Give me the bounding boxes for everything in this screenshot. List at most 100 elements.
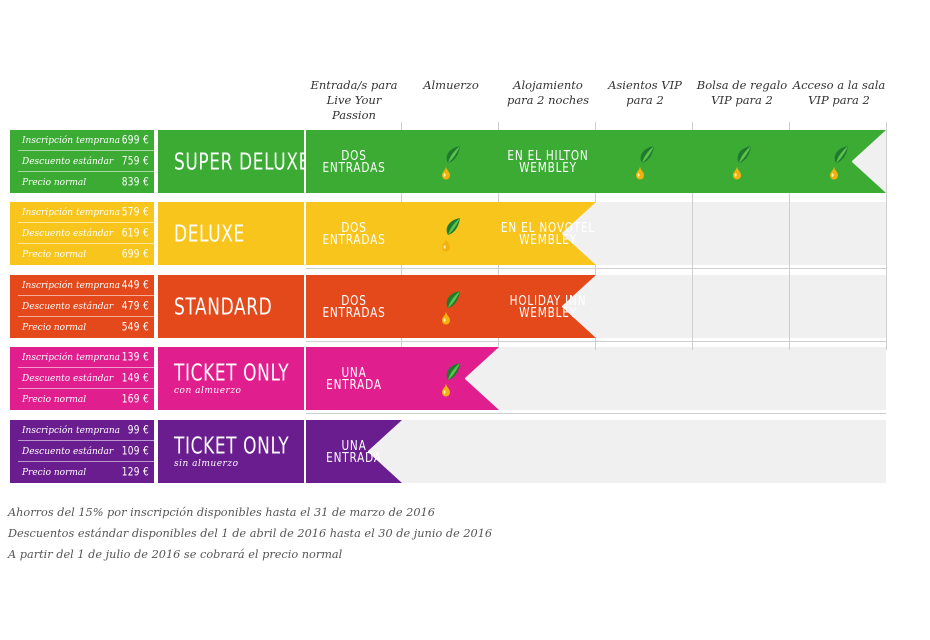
tickets-cell: DOS ENTRADAS [306,202,402,265]
price-block: Inscripción temprana 139 € Descuento están… [10,347,154,410]
tickets-text: DOS [341,219,367,236]
row-divider [306,413,886,414]
ribbon-notch [562,275,596,338]
package-name: TICKET ONLY [174,360,290,387]
package-name-box: STANDARD [158,275,304,338]
hotel-cell: EN EL NOVOTEL WEMBLEY [500,202,596,265]
row-divider [306,341,886,342]
standard-price-row: Descuento estándar 109 € [10,441,154,462]
early-price-row: Inscripción temprana 449 € [10,275,154,296]
package-name-box: SUPER DELUXE [158,130,309,193]
leaf-drop-icon [634,144,656,180]
price-separator [18,243,154,244]
column-header-5: Acceso a la sala VIP para 2 [789,78,889,108]
standard-price-value: 619 € [121,227,149,240]
tickets-text: ENTRADAS [322,159,386,176]
hotel-text: WEMBLEY [519,231,577,248]
early-price-value: 99 € [127,424,149,437]
normal-price-row: Precio normal 549 € [10,317,154,338]
column-header-line1: Alojamiento [513,78,583,92]
leaf-drop-icon [440,144,462,180]
tickets-text: ENTRADAS [322,304,386,321]
ribbon-notch [368,420,402,483]
early-price-label: Inscripción temprana [22,135,121,146]
normal-price-value: 839 € [121,176,149,189]
footnote-early: Ahorros del 15% por inscripción disponib… [8,506,435,519]
price-separator [18,316,154,317]
column-header-line2: VIP para 2 [808,93,870,107]
tickets-text: UNA [341,364,367,381]
normal-price-label: Precio normal [22,249,87,260]
leaf-drop-icon [828,144,850,180]
early-price-value: 139 € [121,351,149,364]
package-name: DELUXE [174,221,245,248]
column-header-line2: para 2 noches [506,93,590,107]
normal-price-value: 699 € [121,248,149,261]
normal-price-label: Precio normal [22,394,87,405]
column-divider [692,122,693,350]
standard-price-value: 759 € [121,155,149,168]
normal-price-value: 129 € [121,466,149,479]
price-block: Inscripción temprana 449 € Descuento están… [10,275,154,338]
column-header-4: Bolsa de regalo VIP para 2 [692,78,792,108]
standard-price-label: Descuento estándar [22,301,114,312]
tickets-cell: UNA ENTRADA [306,347,402,410]
row-divider [306,268,886,269]
early-price-row: Inscripción temprana 579 € [10,202,154,223]
standard-price-label: Descuento estándar [22,373,114,384]
hotel-text: EN EL NOVOTEL [500,219,596,236]
price-separator [18,367,154,368]
standard-price-label: Descuento estándar [22,156,114,167]
column-header-line1: Acceso a la sala [792,78,886,92]
standard-price-label: Descuento estándar [22,228,114,239]
normal-price-label: Precio normal [22,177,87,188]
tickets-text: DOS [341,147,367,164]
normal-price-label: Precio normal [22,322,87,333]
price-block: Inscripción temprana 579 € Descuento están… [10,202,154,265]
ribbon-notch [465,347,499,410]
ribbon-notch [852,130,886,193]
normal-price-row: Precio normal 169 € [10,389,154,410]
price-separator [18,295,154,296]
package-name: SUPER DELUXE [174,149,310,176]
column-divider [789,122,790,350]
column-header-2: Alojamiento para 2 noches [498,78,598,108]
column-header-line1: Entrada/s para [310,78,398,92]
package-name: STANDARD [174,294,273,321]
early-price-label: Inscripción temprana [22,280,121,291]
early-price-row: Inscripción temprana 699 € [10,130,154,151]
hotel-text: WEMBLEY [519,304,577,321]
standard-price-value: 109 € [121,445,149,458]
early-price-value: 449 € [121,279,149,292]
hotel-text: WEMBLEY [519,159,577,176]
row-background [306,420,886,483]
leaf-drop-icon [731,144,753,180]
normal-price-value: 549 € [121,321,149,334]
package-band [306,130,886,193]
column-header-1: Almuerzo [401,78,501,93]
standard-price-row: Descuento estándar 479 € [10,296,154,317]
price-separator [18,388,154,389]
column-header-line2: VIP para 2 [711,93,773,107]
ribbon-notch [562,202,596,265]
hotel-cell: EN EL HILTON WEMBLEY [500,130,596,193]
price-separator [18,150,154,151]
standard-price-row: Descuento estándar 619 € [10,223,154,244]
early-price-label: Inscripción temprana [22,207,121,218]
package-name: TICKET ONLY [174,433,290,460]
price-block: Inscripción temprana 699 € Descuento están… [10,130,154,193]
column-header-0: Entrada/s para Live Your Passion [304,78,404,123]
tickets-cell: UNA ENTRADA [306,420,402,483]
hotel-cell: HOLIDAY INN WEMBLEY [500,275,596,338]
standard-price-label: Descuento estándar [22,446,114,457]
normal-price-row: Precio normal 839 € [10,172,154,193]
hotel-text: HOLIDAY INN [509,292,587,309]
leaf-drop-icon [440,216,462,252]
standard-price-row: Descuento estándar 149 € [10,368,154,389]
early-price-label: Inscripción temprana [22,352,121,363]
standard-price-value: 479 € [121,300,149,313]
normal-price-label: Precio normal [22,467,87,478]
early-price-row: Inscripción temprana 139 € [10,347,154,368]
tickets-cell: DOS ENTRADAS [306,275,402,338]
column-header-line1: Almuerzo [423,78,479,92]
